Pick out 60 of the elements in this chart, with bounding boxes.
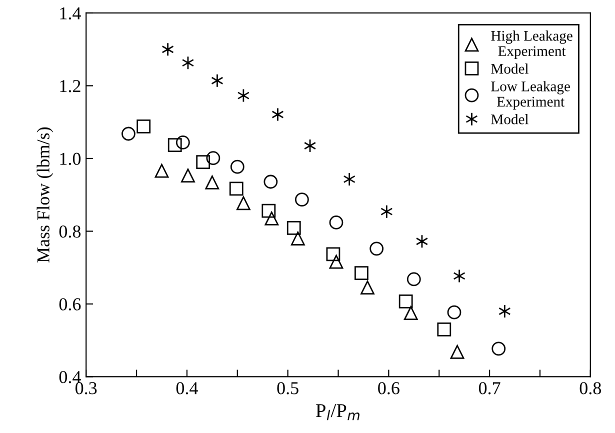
point [329, 216, 344, 230]
x-axis-title: P$_{l}$/P$_{m}$ [316, 404, 360, 420]
point [162, 42, 174, 56]
x-tick-label: 0.6 [378, 382, 400, 394]
point [182, 56, 194, 70]
x-tick-label: 0.7 [478, 382, 500, 394]
point [181, 168, 195, 183]
y-axis-title: Mass Flow (lbm/s) [36, 127, 54, 263]
point [450, 345, 464, 359]
point [205, 176, 220, 190]
point [453, 269, 466, 283]
point [286, 221, 301, 235]
y-tick-label: 1.4 [60, 7, 81, 20]
point [360, 280, 374, 295]
y-tick-label: 0.4 [59, 370, 81, 384]
point [294, 192, 309, 207]
x-tick-label: 0.4 [176, 382, 198, 394]
point [304, 138, 316, 153]
point [262, 204, 276, 218]
point [343, 172, 356, 186]
point [272, 108, 284, 122]
point [230, 160, 244, 174]
point [264, 212, 279, 226]
point [498, 304, 511, 318]
y-tick-label: 0.6 [59, 298, 81, 310]
legend-label: Low Leakage Experiment [491, 81, 570, 110]
point [136, 120, 151, 134]
point [154, 164, 169, 178]
y-tick-label: 1.2 [60, 80, 80, 92]
point [236, 196, 250, 210]
point [380, 204, 393, 219]
point [354, 266, 368, 280]
point [447, 305, 462, 320]
point [290, 232, 305, 246]
point [329, 254, 344, 269]
point [264, 174, 278, 189]
point [237, 88, 250, 102]
point [492, 342, 506, 356]
y-tick-label: 0.8 [59, 225, 81, 238]
point [206, 151, 220, 166]
point [168, 138, 182, 152]
point [370, 242, 384, 256]
point [122, 126, 136, 141]
x-tick-label: 0.8 [580, 382, 601, 394]
point [211, 74, 224, 88]
point [406, 272, 421, 286]
point [437, 322, 452, 336]
point [229, 182, 244, 196]
point [196, 155, 210, 170]
legend-label: Model [491, 63, 528, 74]
point [416, 234, 428, 248]
legend-label: Model [491, 114, 528, 124]
point [404, 306, 418, 320]
point [176, 136, 190, 150]
y-tick-label: 1.0 [60, 152, 81, 165]
point [326, 247, 340, 262]
x-tick-label: 0.3 [76, 382, 97, 394]
legend-label: High Leakage Experiment [491, 30, 572, 60]
point [398, 294, 413, 308]
x-tick-label: 0.5 [277, 382, 298, 394]
